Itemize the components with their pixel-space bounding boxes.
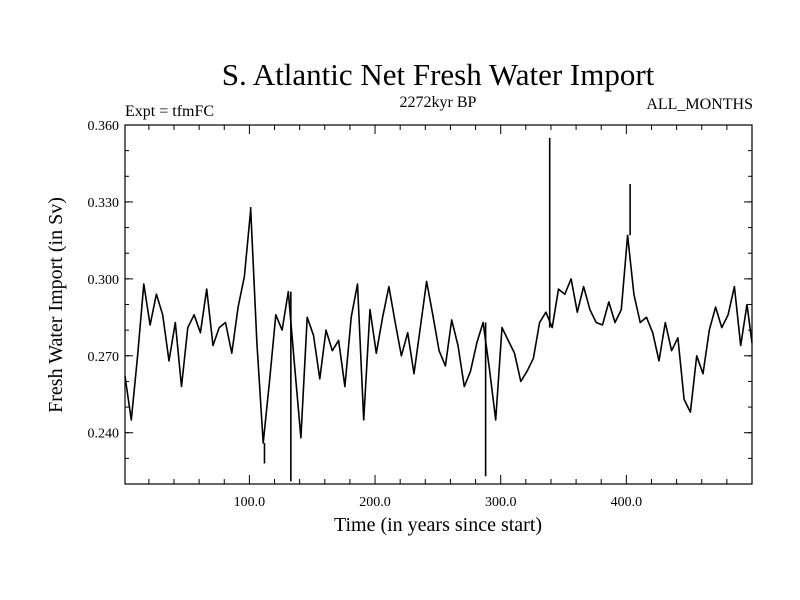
- months-label: ALL_MONTHS: [646, 96, 753, 113]
- experiment-label: Expt = tfmFC: [125, 103, 214, 120]
- series-line: [124, 208, 753, 444]
- y-axis-label: Fresh Water Import (in Sv): [45, 197, 67, 413]
- y-axis-ticks: 0.240 0.270 0.300 0.330 0.360: [88, 119, 752, 459]
- y-tick-label: 0.360: [88, 119, 120, 134]
- x-axis-ticks: 100.0 200.0 300.0 400.0: [148, 125, 728, 510]
- y-tick-label: 0.300: [88, 273, 120, 288]
- x-tick-label: 100.0: [234, 495, 266, 510]
- plot-frame: [124, 124, 753, 485]
- annotation-layer: [249, 137, 631, 482]
- period-label: 2272kyr BP: [400, 94, 477, 111]
- x-tick-label: 300.0: [485, 495, 517, 510]
- x-axis-label: Time (in years since start): [334, 514, 542, 536]
- y-tick-label: 0.240: [88, 427, 120, 442]
- x-tick-label: 200.0: [359, 495, 391, 510]
- chart-title: S. Atlantic Net Fresh Water Import: [222, 57, 655, 92]
- y-tick-label: 0.330: [88, 196, 120, 211]
- y-tick-label: 0.270: [88, 350, 120, 365]
- x-tick-label: 400.0: [611, 495, 643, 510]
